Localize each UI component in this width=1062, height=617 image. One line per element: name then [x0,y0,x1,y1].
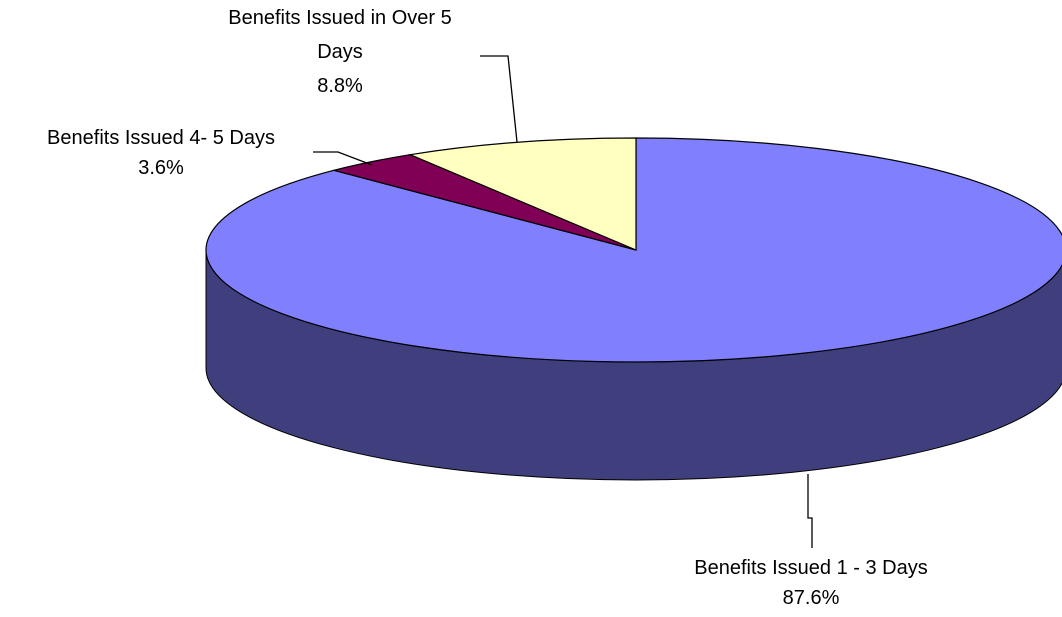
slice-label-0-line-0: Benefits Issued 1 - 3 Days [694,557,927,579]
leader-line-0 [807,474,813,548]
slice-label-2-line-0: Benefits Issued in Over 5 [228,7,451,29]
slice-label-1-line-0: Benefits Issued 4- 5 Days [47,127,275,149]
leader-line-2 [480,55,518,143]
leader-line-1 [313,151,373,166]
pie-slice-2 [408,137,637,251]
pie-top-faces [205,137,1062,363]
pie-labels: Benefits Issued 1 - 3 Days 87.6% Benefits … [47,7,928,609]
slice-pct-1: 3.6% [138,157,184,179]
slice-label-2-line-1: Days [317,41,363,63]
slice-pct-0: 87.6% [783,587,840,609]
slice-pct-2: 8.8% [317,75,363,97]
